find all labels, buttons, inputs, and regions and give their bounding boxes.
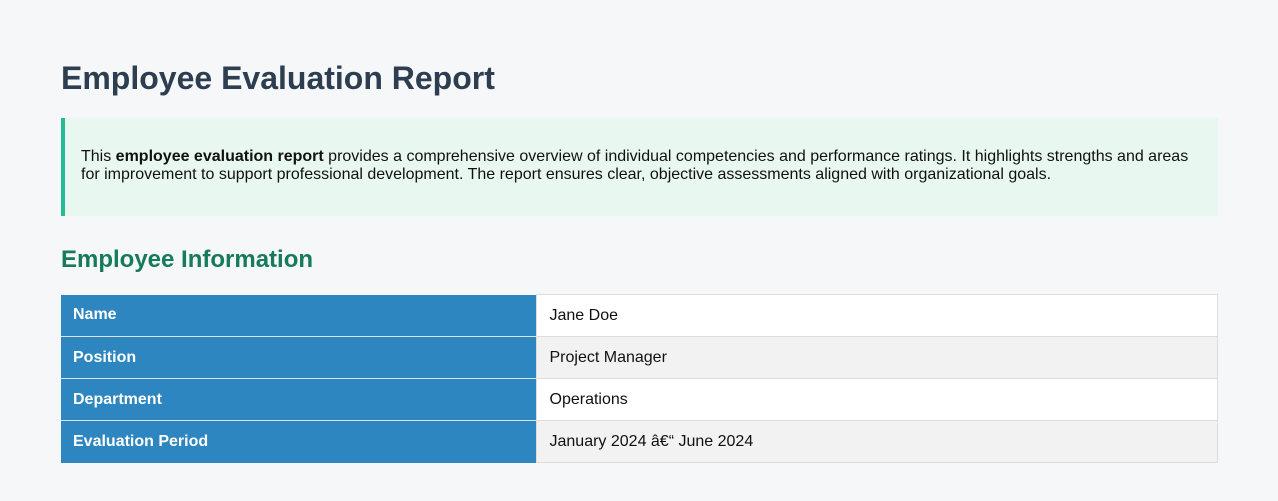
row-label-department: Department — [61, 378, 536, 421]
page-title: Employee Evaluation Report — [61, 60, 495, 96]
intro-text-suffix: provides a comprehensive overview of ind… — [81, 148, 1189, 183]
row-value-evaluation-period: January 2024 â€“ June 2024 — [535, 420, 1218, 463]
row-value-name: Jane Doe — [535, 294, 1218, 337]
intro-text-bold: employee evaluation report — [115, 148, 324, 165]
table-row: Evaluation Period January 2024 â€“ June … — [61, 420, 1218, 463]
row-label-position: Position — [61, 336, 536, 379]
section-title-employee-information: Employee Information — [61, 246, 314, 273]
row-value-department: Operations — [535, 378, 1218, 421]
table-row: Name Jane Doe — [61, 294, 1218, 337]
row-label-name: Name — [61, 294, 536, 337]
employee-info-table: Name Jane Doe Position Project Manager D… — [61, 294, 1218, 463]
table-row: Department Operations — [61, 378, 1218, 421]
intro-callout: This employee evaluation report provides… — [61, 118, 1218, 216]
table-row: Position Project Manager — [61, 336, 1218, 379]
intro-text-prefix: This — [81, 148, 116, 165]
row-label-evaluation-period: Evaluation Period — [61, 420, 536, 463]
row-value-position: Project Manager — [535, 336, 1218, 379]
